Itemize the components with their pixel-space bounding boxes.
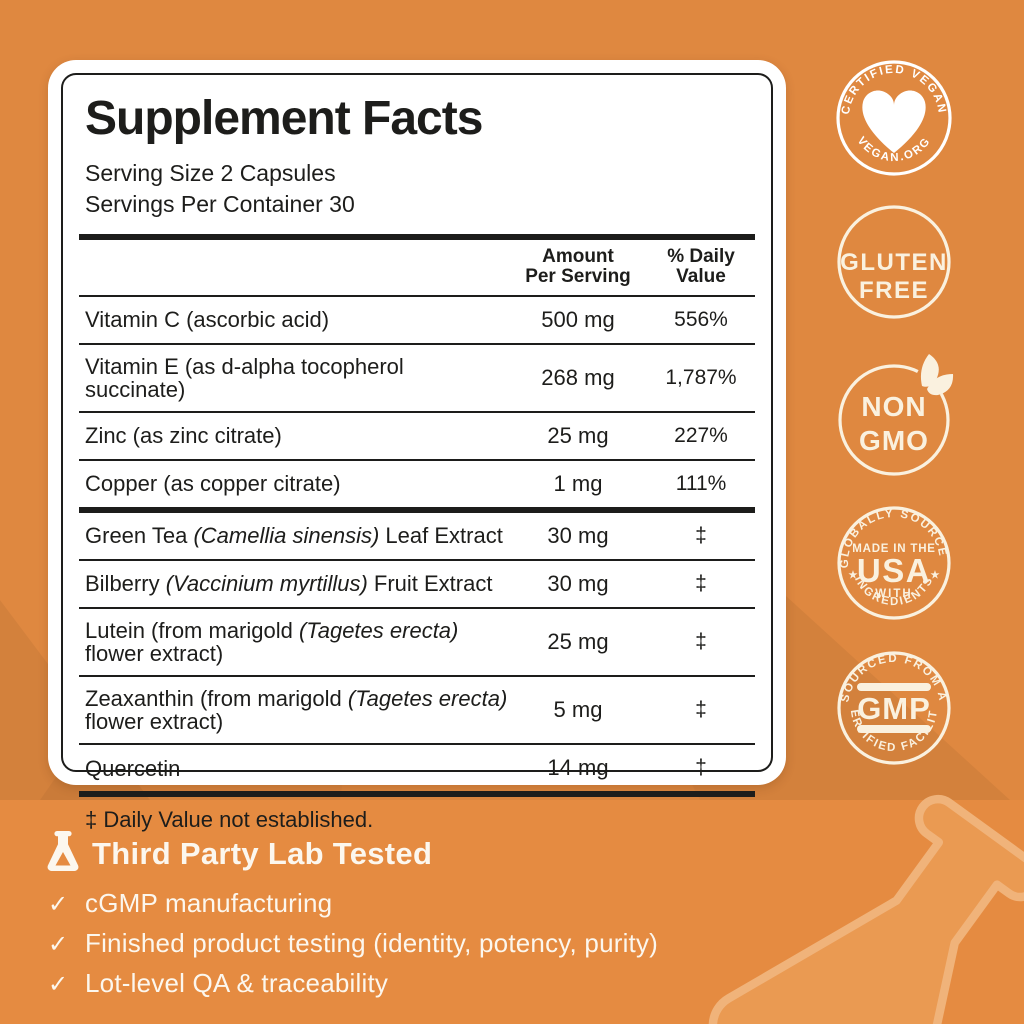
- gmp-top-bar: [857, 683, 931, 691]
- gmp-bottom-bar: [857, 725, 931, 733]
- check-icon: ✓: [48, 971, 69, 998]
- table-row: Zeaxanthin (from marigold (Tagetes erect…: [79, 677, 755, 746]
- leaves-icon: [920, 354, 954, 396]
- ingredient-name: Green Tea (Camellia sinensis) Leaf Extra…: [85, 523, 503, 549]
- servings-per-container: Servings Per Container 30: [85, 190, 355, 217]
- daily-value: ‡: [695, 756, 707, 780]
- table-row: Lutein (from marigold (Tagetes erecta) f…: [79, 609, 755, 677]
- non-gmo-line1: NON: [861, 391, 926, 422]
- amount-per-serving: 30 mg: [547, 570, 609, 596]
- ingredient-name: Vitamin E (as d-alpha tocopherol succina…: [85, 353, 404, 402]
- checklist-item-text: Lot-level QA & traceability: [85, 968, 389, 998]
- amount-per-serving: 25 mg: [547, 628, 609, 654]
- ingredient-name: Lutein (from marigold (Tagetes erecta) f…: [85, 617, 459, 666]
- daily-value: 227%: [674, 423, 728, 447]
- table-body: Vitamin C (ascorbic acid) 500 mg 556% Vitam…: [79, 297, 755, 798]
- gluten-free-line1: GLUTEN: [840, 249, 948, 276]
- gluten-free-line2: FREE: [859, 277, 929, 304]
- ingredient-name: Quercetin: [85, 755, 181, 781]
- facts-table: Amount Per Serving % Daily Value Vitamin…: [79, 233, 755, 833]
- amount-per-serving: 14 mg: [547, 755, 609, 781]
- ingredient-name: Vitamin C (ascorbic acid): [85, 306, 330, 332]
- usa-star-left-icon: ★: [849, 570, 858, 581]
- usa-line3: WITH: [875, 588, 912, 600]
- table-row: Vitamin E (as d-alpha tocopherol succina…: [79, 345, 755, 413]
- ingredient-name: Bilberry (Vaccinium myrtillus) Fruit Ext…: [85, 571, 493, 597]
- amount-per-serving: 5 mg: [553, 696, 603, 722]
- dv-header-line2: Value: [676, 265, 726, 287]
- amount-per-serving: 500 mg: [541, 306, 615, 332]
- daily-value: ‡: [695, 571, 707, 595]
- ingredient-name: Copper (as copper citrate): [85, 471, 341, 497]
- ingredient-name: Zeaxanthin (from marigold (Tagetes erect…: [85, 685, 508, 734]
- table-row: Bilberry (Vaccinium myrtillus) Fruit Ext…: [79, 561, 755, 609]
- checklist-item: ✓ cGMP manufacturing: [48, 888, 658, 919]
- checklist-item: ✓ Lot-level QA & traceability: [48, 968, 658, 999]
- table-header-row: Amount Per Serving % Daily Value: [79, 233, 755, 297]
- certified-vegan-badge: CERTIFIED VEGAN VEGAN.ORG V: [836, 60, 952, 176]
- amount-per-serving: 25 mg: [547, 422, 609, 448]
- checklist-item-text: Finished product testing (identity, pote…: [85, 928, 659, 958]
- checklist-item-text: cGMP manufacturing: [85, 888, 333, 918]
- usa-line2: USA: [857, 552, 931, 589]
- gmp-center-text: GMP: [857, 691, 931, 726]
- usa-star-right-icon: ★: [931, 570, 940, 581]
- bottom-heading: Third Party Lab Tested: [92, 836, 433, 871]
- amount-header-line1: Amount: [542, 245, 614, 267]
- supplement-facts-panel: Supplement Facts Serving Size 2 Capsules…: [48, 60, 786, 832]
- ingredient-name: Zinc (as zinc citrate): [85, 423, 282, 449]
- amount-per-serving: 268 mg: [541, 364, 615, 390]
- dv-header-line1: % Daily: [667, 245, 735, 267]
- amount-per-serving: 30 mg: [547, 522, 609, 548]
- made-in-usa-badge: GLOBALLY SOURCED INGREDIENTS MADE IN THE…: [832, 501, 951, 620]
- table-row: Zinc (as zinc citrate) 25 mg 227%: [79, 413, 755, 461]
- amount-per-serving: 1 mg: [553, 470, 603, 496]
- amount-header-line2: Per Serving: [525, 265, 631, 287]
- usa-line1: MADE IN THE: [852, 543, 936, 555]
- vegan-v-letter: V: [882, 102, 906, 143]
- column-header-daily-value: % Daily Value: [647, 245, 755, 287]
- panel-title: Supplement Facts: [85, 92, 483, 145]
- column-header-amount: Amount Per Serving: [509, 245, 647, 287]
- panel-border: Supplement Facts Serving Size 2 Capsules…: [61, 73, 773, 832]
- daily-value: ‡: [695, 629, 707, 653]
- daily-value: 111%: [675, 471, 727, 495]
- daily-value: ‡: [695, 697, 707, 721]
- daily-value: 556%: [674, 307, 728, 331]
- table-row: Copper (as copper citrate) 1 mg 111%: [79, 461, 755, 513]
- lab-tested-checklist: ✓ cGMP manufacturing ✓ Finished product tes…: [48, 888, 658, 1008]
- lab-flask-icon: [47, 831, 79, 872]
- table-row: Quercetin 14 mg ‡: [79, 745, 755, 798]
- flask-watermark-icon: [708, 794, 1024, 1024]
- gmp-badge: SOURCED FROM A CERTIFIED FACILITY GMP: [832, 646, 951, 765]
- daily-value: ‡: [695, 523, 707, 547]
- table-row: Green Tea (Camellia sinensis) Leaf Extra…: [79, 513, 755, 561]
- footnote: ‡ Daily Value not established.: [85, 807, 374, 833]
- non-gmo-badge: NON GMO: [838, 354, 954, 476]
- non-gmo-line2: GMO: [859, 425, 929, 456]
- checklist-item: ✓ Finished product testing (identity, pot…: [48, 928, 658, 959]
- check-icon: ✓: [48, 891, 69, 918]
- check-icon: ✓: [48, 931, 69, 958]
- table-row: Vitamin C (ascorbic acid) 500 mg 556%: [79, 297, 755, 345]
- gluten-free-badge: GLUTEN FREE: [837, 205, 951, 319]
- heart-icon: [862, 90, 926, 153]
- daily-value: 1,787%: [665, 365, 737, 389]
- serving-size: Serving Size 2 Capsules: [85, 160, 336, 186]
